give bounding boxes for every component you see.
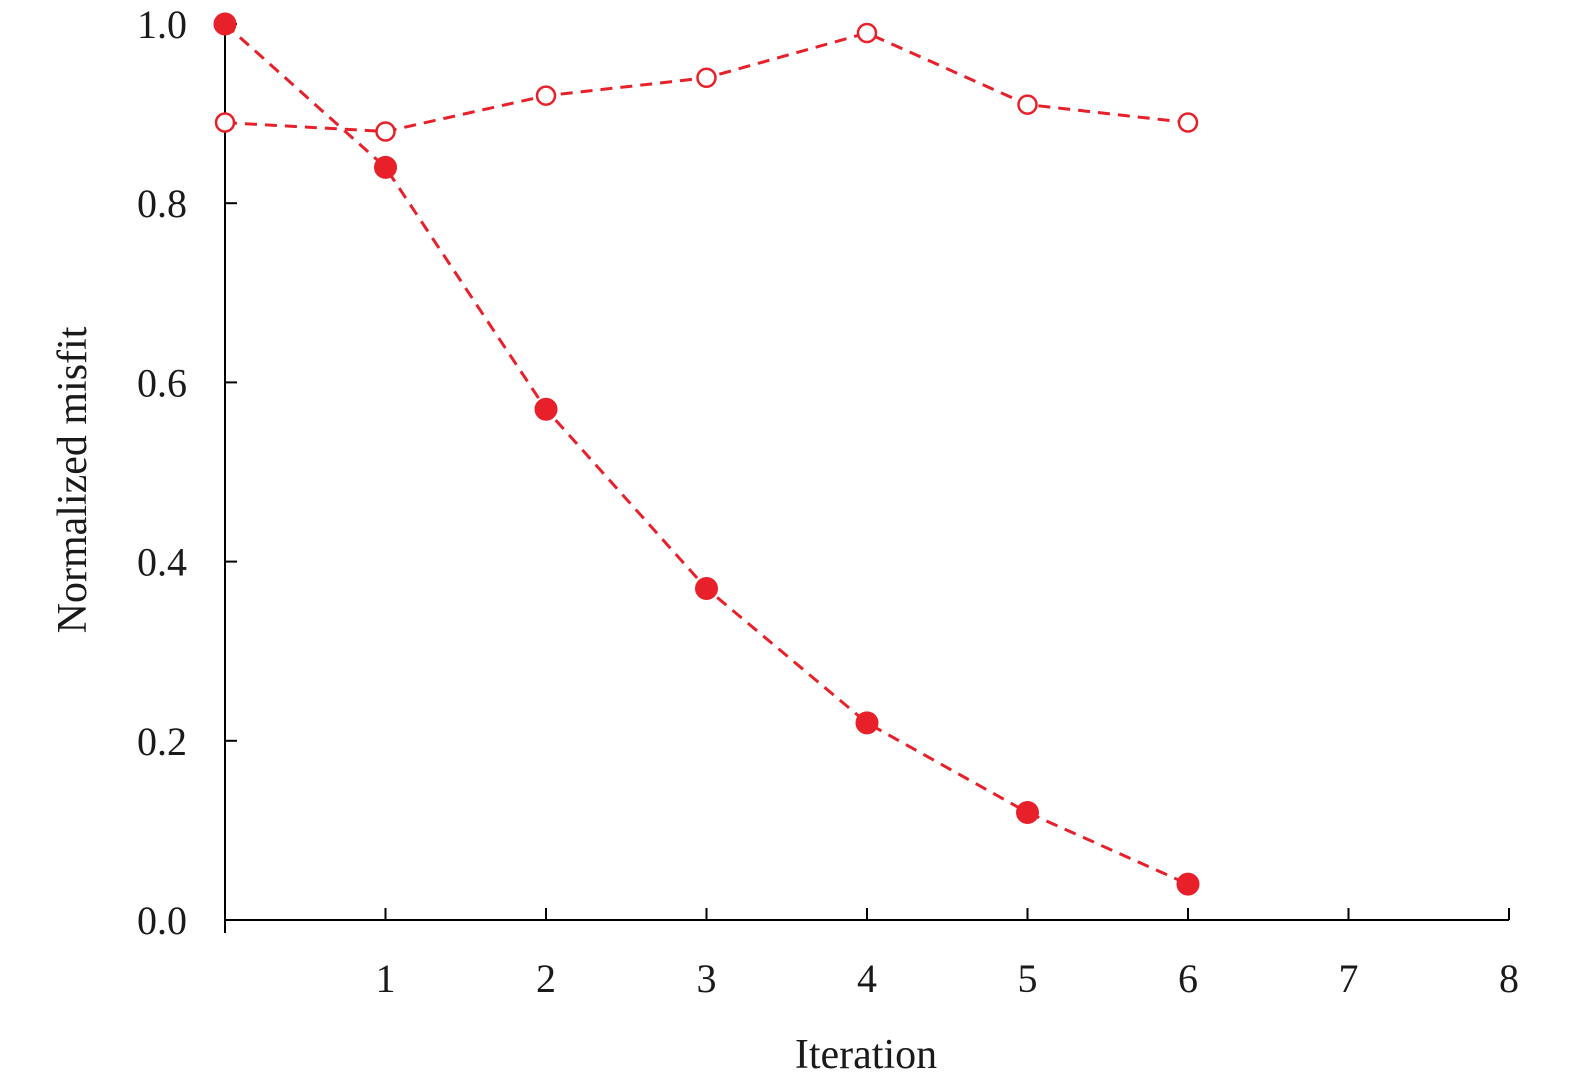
y-tick-label: 0.2	[137, 719, 187, 764]
series-2-point	[856, 22, 878, 44]
x-tick-label: 5	[1018, 956, 1038, 1001]
series-2-point	[1177, 112, 1199, 133]
x-tick-label: 7	[1339, 956, 1359, 1001]
x-tick-label: 6	[1178, 956, 1198, 1001]
series-1	[213, 12, 1200, 896]
series-2-point	[214, 112, 236, 133]
y-axis-title: Normalized misfit	[50, 326, 96, 633]
series-1-point	[1016, 800, 1039, 824]
series-2-point	[535, 85, 557, 106]
series-2-point	[696, 67, 717, 89]
x-tick-label: 2	[536, 956, 556, 1001]
series-1-line	[224, 22, 1189, 886]
ticks	[225, 23, 1510, 921]
y-tick-label: 1.0	[137, 2, 187, 47]
tick-labels: 1 2 3 4 5 6 7 8 0.0 0.2 0.4 0.6 0.8 1.0	[137, 2, 1519, 1001]
x-axis-title: Iteration	[795, 1032, 937, 1078]
series-1-point	[374, 155, 397, 179]
series-2-point	[375, 121, 396, 142]
x-tick-label: 4	[857, 956, 877, 1001]
x-tick-label: 1	[376, 956, 396, 1001]
y-tick-label: 0.4	[137, 540, 187, 585]
y-tick-label: 0.0	[137, 898, 187, 943]
series-layer	[213, 12, 1200, 896]
series-2	[214, 22, 1199, 142]
series-1-point	[855, 711, 879, 735]
y-tick-label: 0.8	[137, 181, 187, 226]
axes	[224, 24, 1509, 933]
series-1-point	[695, 576, 718, 600]
series-1-point	[1176, 872, 1200, 896]
y-tick-label: 0.6	[137, 360, 187, 405]
x-tick-label: 8	[1499, 956, 1519, 1001]
series-2-point	[1017, 94, 1038, 115]
series-1-point	[534, 397, 558, 421]
x-tick-label: 3	[697, 956, 717, 1001]
series-1-point	[213, 12, 237, 36]
